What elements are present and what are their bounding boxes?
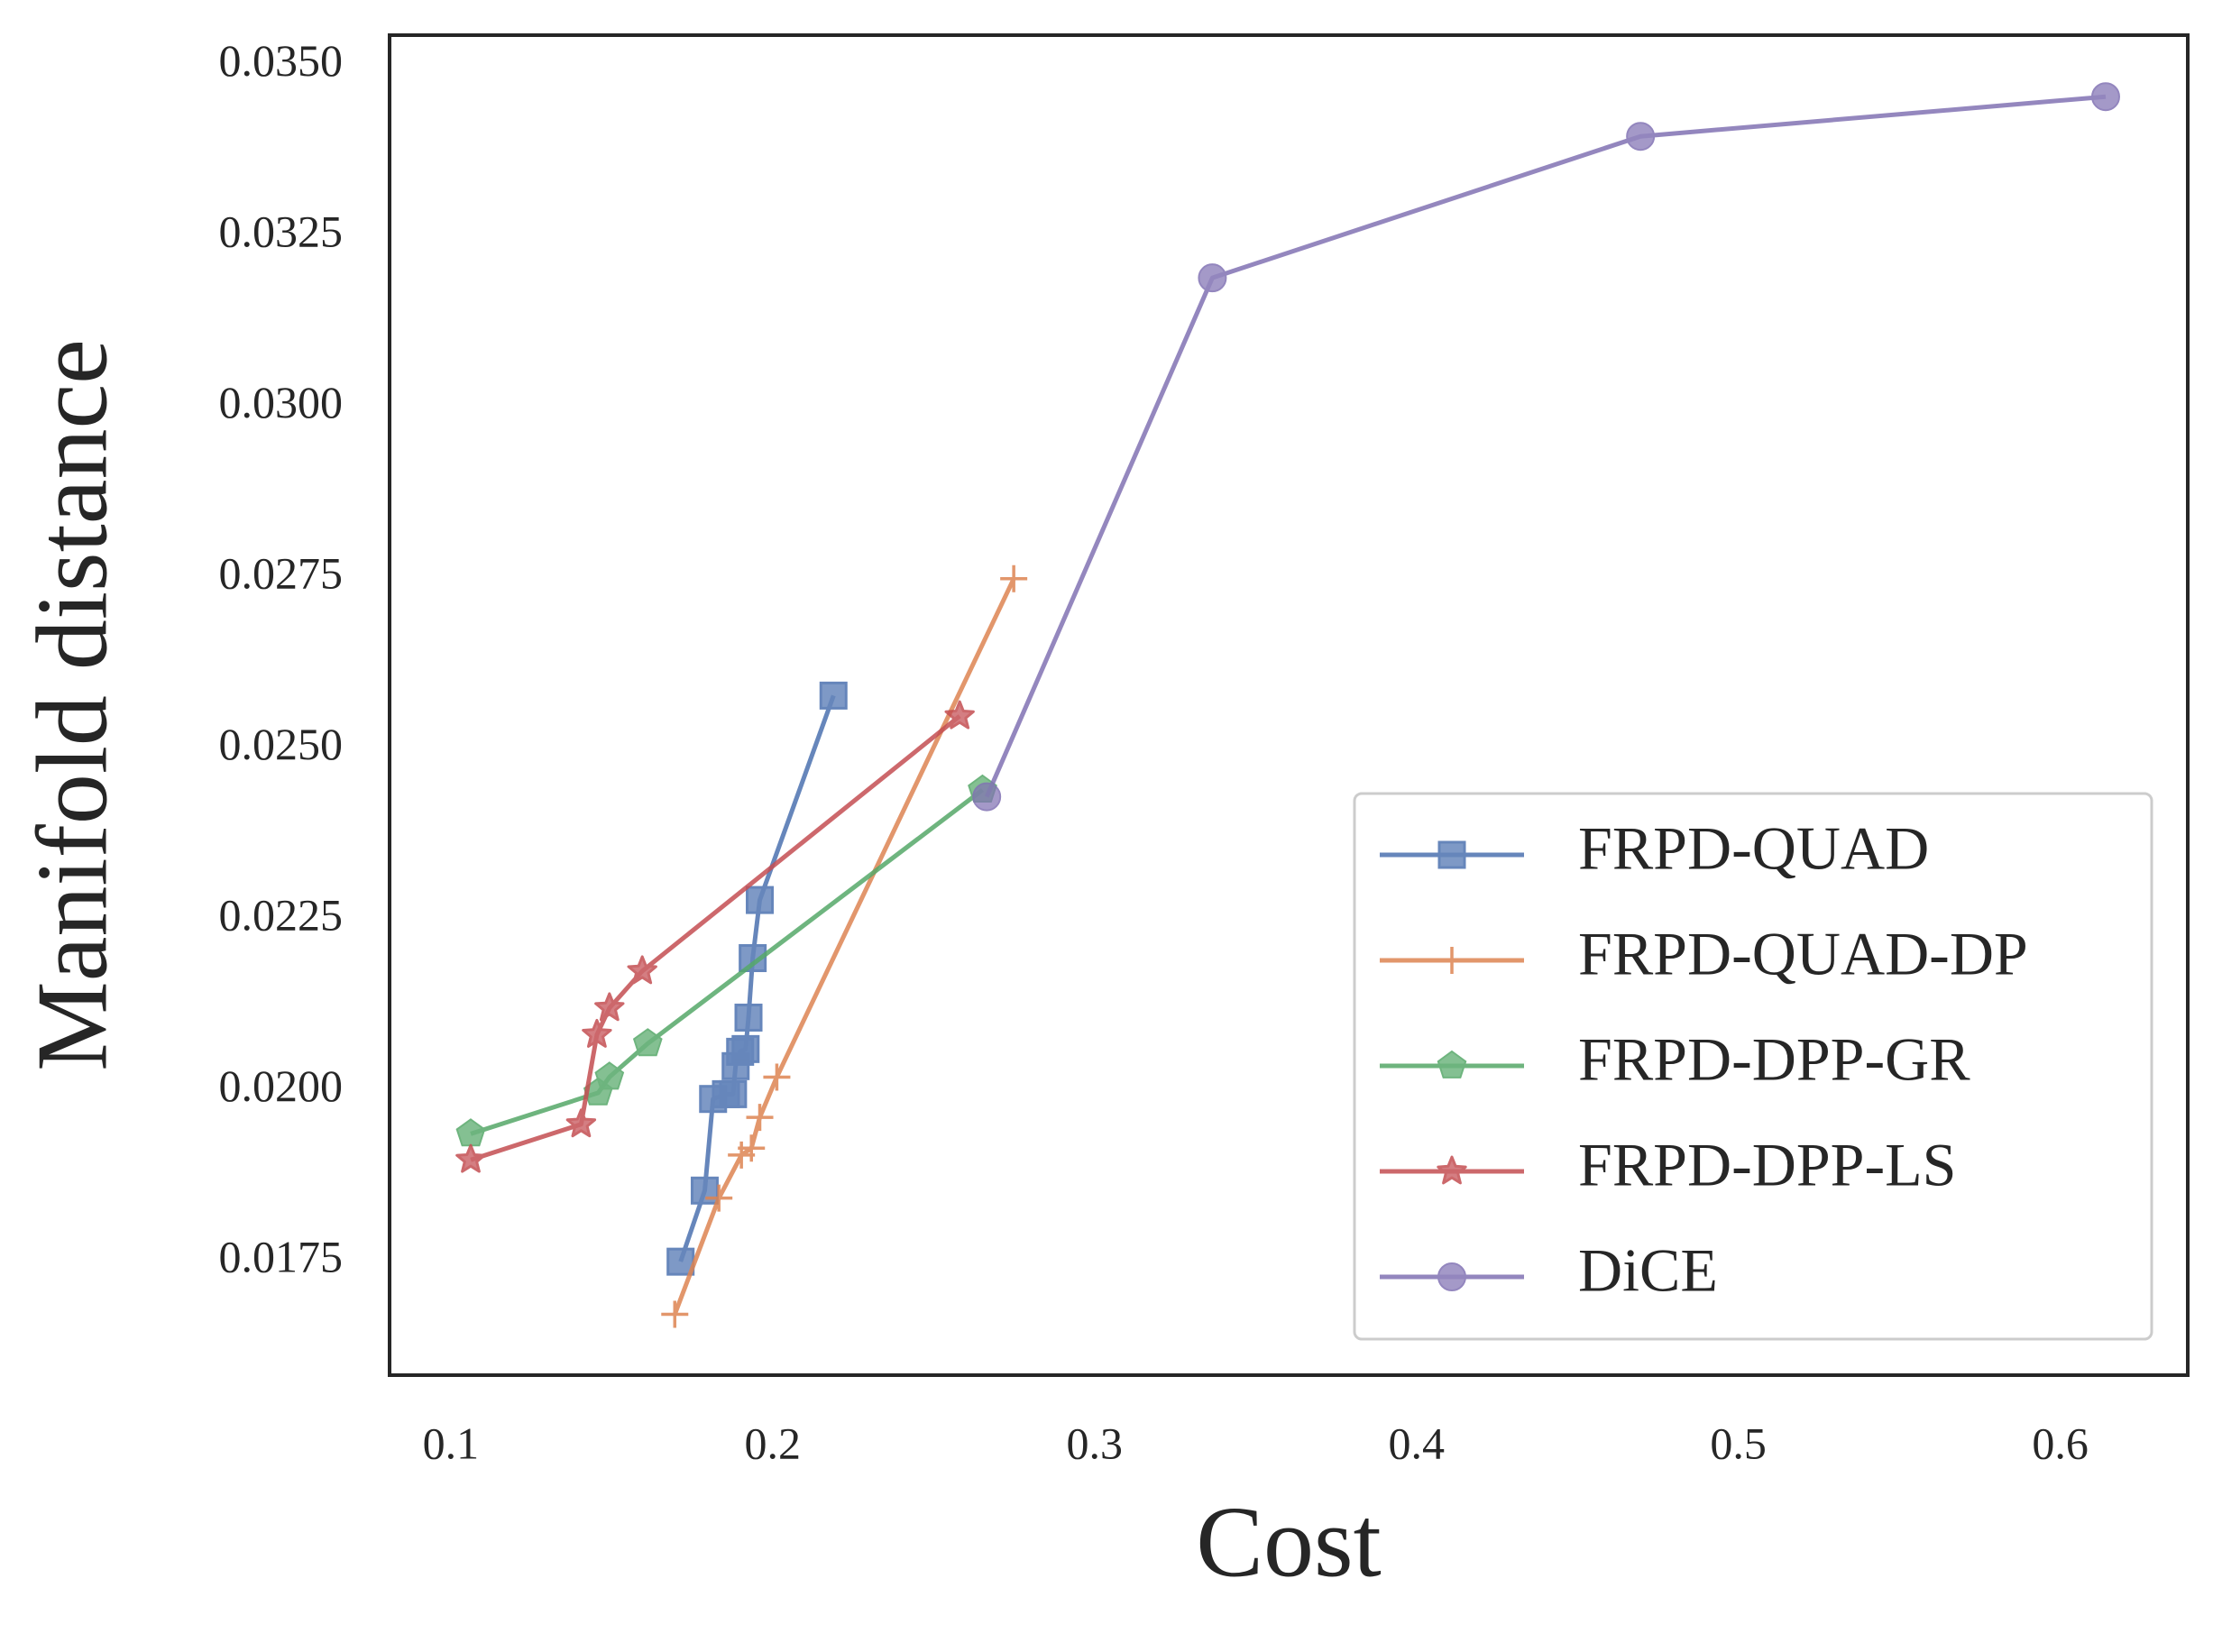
legend-box xyxy=(1353,792,2153,1341)
marker xyxy=(746,1104,774,1132)
marker xyxy=(455,1143,486,1173)
marker xyxy=(594,992,625,1022)
marker xyxy=(582,1018,612,1048)
legend-label: FRPD-DPP-LS xyxy=(1578,1131,1957,1199)
marker xyxy=(731,1034,760,1063)
marker xyxy=(734,1003,763,1032)
marker xyxy=(661,1300,689,1328)
legend-marker xyxy=(1437,1155,1467,1185)
y-tick-label: 0.0250 xyxy=(219,719,344,769)
marker xyxy=(738,1134,766,1162)
marker xyxy=(944,700,975,730)
y-tick-label: 0.0350 xyxy=(219,35,344,86)
marker xyxy=(746,886,775,914)
marker xyxy=(594,1061,625,1090)
legend-entry xyxy=(1380,1262,1524,1291)
legend-label: FRPD-QUAD xyxy=(1578,814,1929,883)
x-tick-label: 0.1 xyxy=(423,1418,480,1468)
marker xyxy=(666,1247,695,1276)
x-tick-label: 0.3 xyxy=(1067,1418,1124,1468)
legend-label: DiCE xyxy=(1578,1236,1718,1305)
marker xyxy=(819,681,848,710)
x-axis-label: Cost xyxy=(1196,1487,1381,1599)
legend-marker xyxy=(1437,840,1466,869)
series xyxy=(661,564,1028,1328)
legend-label: FRPD-QUAD-DP xyxy=(1578,920,2028,988)
legend-entry xyxy=(1380,947,1524,974)
legend-marker xyxy=(1437,1262,1466,1291)
marker xyxy=(2090,82,2120,112)
marker xyxy=(632,1028,663,1057)
legend-marker xyxy=(1438,947,1465,974)
legend-entry xyxy=(1380,840,1524,869)
legend-entry xyxy=(1380,1155,1524,1185)
marker xyxy=(972,782,1002,812)
x-tick-label: 0.6 xyxy=(2032,1418,2089,1468)
legend-label: FRPD-DPP-GR xyxy=(1578,1025,1970,1094)
legend-entry xyxy=(1380,1050,1524,1078)
marker xyxy=(1198,263,1227,293)
y-axis-label: Manifold distance xyxy=(17,339,129,1071)
marker xyxy=(1000,564,1028,592)
y-tick-label: 0.0300 xyxy=(219,377,344,427)
x-tick-label: 0.4 xyxy=(1388,1418,1445,1468)
y-tick-label: 0.0200 xyxy=(219,1060,344,1111)
x-tick-label: 0.5 xyxy=(1710,1418,1767,1468)
legend-marker xyxy=(1437,1050,1467,1078)
marker xyxy=(1626,122,1656,151)
y-tick-label: 0.0225 xyxy=(219,890,344,941)
y-tick-label: 0.0175 xyxy=(219,1232,344,1282)
series-line xyxy=(984,94,2107,798)
marker xyxy=(719,1079,748,1108)
marker xyxy=(705,1184,733,1212)
plot-frame xyxy=(388,33,2190,1377)
series xyxy=(455,700,975,1173)
legend: FRPD-QUAD FRPD-QUAD-DP FRPD-DPP-GR FRPD-DPP… xyxy=(1353,792,2153,1341)
y-tick-label: 0.0325 xyxy=(219,206,344,256)
x-tick-label: 0.2 xyxy=(745,1418,802,1468)
y-tick-label: 0.0275 xyxy=(219,547,344,598)
marker xyxy=(627,955,657,985)
series xyxy=(972,82,2120,812)
series-line xyxy=(470,714,961,1162)
marker xyxy=(565,1108,597,1138)
marker xyxy=(763,1063,791,1091)
